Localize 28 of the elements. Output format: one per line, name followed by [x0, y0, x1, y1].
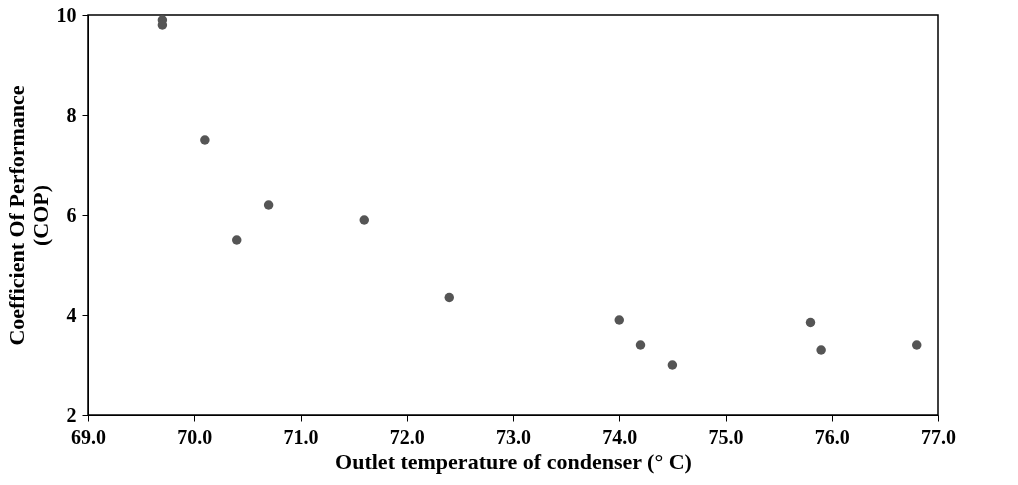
x-tick-label: 72.0 [389, 425, 425, 448]
point [912, 340, 922, 350]
x-tick-label: 75.0 [708, 425, 744, 448]
x-tick-label: 76.0 [814, 425, 850, 448]
point [614, 315, 624, 325]
y-tick-label: 4 [66, 303, 77, 326]
point [667, 360, 678, 370]
text: (COP) [27, 184, 53, 247]
point [444, 292, 454, 303]
y-tick-label: 2 [66, 403, 77, 426]
x-axis-title: Outlet temperature of condenser (° C) [335, 448, 692, 474]
point [263, 200, 274, 210]
x-tick-label: 73.0 [496, 425, 531, 448]
point [805, 317, 816, 328]
point [635, 340, 646, 350]
text: Coefficient Of Performance [3, 85, 29, 346]
x-tick-label: 74.0 [602, 425, 638, 448]
y-tick-label: 10 [56, 3, 77, 26]
x-tick-label: 69.0 [71, 425, 106, 448]
y-tick-label: 6 [66, 203, 77, 226]
x-tick-label: 70.0 [177, 425, 213, 448]
y-tick-label: 8 [66, 103, 77, 126]
x-tick-label: 77.0 [921, 425, 956, 448]
point [200, 135, 210, 145]
point [816, 345, 826, 355]
x-tick-label: 71.0 [283, 425, 319, 448]
point [359, 215, 369, 225]
point [232, 235, 242, 245]
